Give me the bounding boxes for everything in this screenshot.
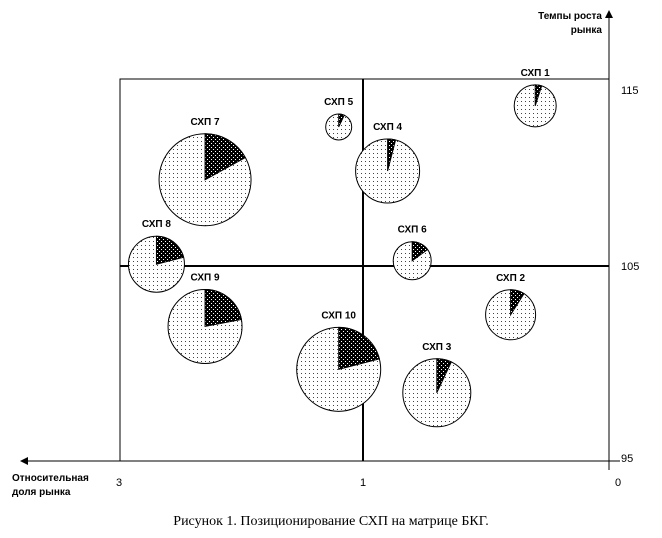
bubble: СХП 1 [513, 68, 557, 128]
bubble: СХП 10 [296, 310, 382, 412]
bubble-slice [387, 138, 397, 172]
bubble-slice [338, 113, 345, 128]
bubble-slice [338, 326, 380, 370]
bubble-label: СХП 5 [324, 97, 353, 108]
bubble-label: СХП 9 [191, 272, 220, 283]
bubble-label: СХП 6 [398, 225, 427, 236]
bubble-slice [534, 84, 543, 106]
tick-labels: 3 1 0 115 105 95 [116, 85, 639, 489]
y-axis-title-line-2: рынка [571, 25, 603, 36]
bubble: СХП 3 [402, 342, 472, 428]
bubble-slice [155, 235, 185, 265]
x-axis-title-line-1: Относительная [12, 473, 89, 484]
bubble: СХП 7 [158, 117, 252, 227]
bubble-label: СХП 8 [142, 219, 171, 230]
y-tick-label: 115 [621, 85, 639, 97]
bubble-slice [204, 133, 247, 181]
bubble-label: СХП 3 [422, 342, 451, 353]
bubble: СХП 8 [127, 219, 185, 293]
bubble: СХП 9 [167, 272, 243, 364]
x-tick-label: 3 [116, 477, 122, 489]
bubble-slice [204, 288, 242, 328]
bubble-layer: СХП 1 СХП 2 СХП 3 СХП 4 СХП 5 СХП 6 СХП 7 СХП 8… [127, 68, 557, 428]
bubble: СХП 5 [324, 97, 354, 141]
bubble-label: СХП 1 [521, 68, 550, 79]
x-tick-label: 0 [615, 477, 621, 489]
y-tick-label: 105 [621, 261, 639, 273]
y-axis-title-line-1: Темпы роста [538, 11, 602, 22]
bubble-label: СХП 2 [496, 273, 525, 284]
bubble-slice [411, 241, 429, 262]
bubble-slice [510, 289, 525, 317]
bubble-label: СХП 7 [191, 117, 220, 128]
bubble: СХП 6 [392, 225, 432, 281]
y-tick-label: 95 [621, 453, 633, 465]
bubble: СХП 4 [355, 122, 421, 204]
x-tick-label: 1 [360, 477, 366, 489]
bubble-label: СХП 10 [321, 310, 356, 321]
x-axis-title-line-2: доля рынка [12, 487, 71, 498]
bubble: СХП 2 [485, 273, 537, 341]
bubble-label: СХП 4 [373, 122, 402, 133]
figure-caption: Рисунок 1. Позиционирование СХП на матри… [173, 514, 489, 529]
bubble-slice [436, 358, 452, 393]
